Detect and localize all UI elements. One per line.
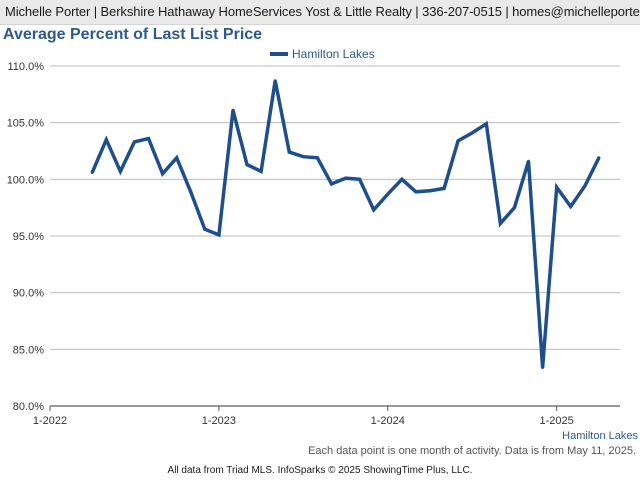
data-point [414, 190, 418, 194]
data-point [555, 185, 559, 189]
data-point [132, 140, 136, 144]
data-point [527, 159, 531, 163]
data-point [147, 137, 151, 141]
data-point [90, 171, 94, 175]
data-point [217, 233, 221, 237]
y-tick-label: 80.0% [13, 401, 44, 413]
data-point [569, 205, 573, 209]
y-tick-label: 110.0% [8, 61, 45, 73]
data-point [118, 169, 122, 173]
data-point [442, 186, 446, 190]
data-note: Each data point is one month of activity… [308, 445, 636, 457]
data-point [329, 182, 333, 186]
data-point [344, 176, 348, 180]
data-point [358, 177, 362, 181]
data-point [428, 189, 432, 193]
header-bar: Michelle Porter | Berkshire Hathaway Hom… [0, 0, 640, 25]
data-point [301, 155, 305, 159]
data-point [484, 122, 488, 126]
data-point [273, 79, 277, 83]
series-line-hamilton-lakes [90, 80, 601, 368]
data-point [400, 177, 404, 181]
data-point [259, 169, 263, 173]
y-tick-label: 100.0% [7, 174, 45, 186]
data-point [372, 208, 376, 212]
legend-label: Hamilton Lakes [292, 47, 375, 61]
agent-contact-text: Michelle Porter | Berkshire Hathaway Hom… [5, 4, 640, 19]
data-point [203, 227, 207, 231]
data-point [456, 139, 460, 143]
x-tick-label: 1-2023 [202, 415, 236, 427]
data-point [189, 190, 193, 194]
x-tick-label: 1-2024 [371, 415, 405, 427]
data-point [231, 108, 235, 112]
y-tick-label: 90.0% [13, 288, 44, 300]
data-point [583, 184, 587, 188]
data-point [512, 206, 516, 210]
data-point [104, 138, 108, 142]
data-point [470, 131, 474, 135]
x-tick-label: 1-2025 [540, 415, 574, 427]
chart-title: Average Percent of Last List Price [3, 26, 263, 43]
y-tick-label: 95.0% [13, 231, 44, 243]
data-point [541, 365, 545, 369]
data-point [498, 222, 502, 226]
data-point [161, 172, 165, 176]
data-point [597, 156, 601, 160]
axis-end-label: Hamilton Lakes [562, 430, 638, 442]
y-tick-label: 85.0% [13, 344, 44, 356]
data-point [315, 156, 319, 160]
data-point [287, 150, 291, 154]
data-point [386, 192, 390, 196]
y-tick-label: 105.0% [7, 118, 45, 130]
x-tick-label: 1-2022 [33, 415, 67, 427]
copyright-note: All data from Triad MLS. InfoSparks © 20… [167, 465, 473, 476]
data-point [175, 156, 179, 160]
data-point [245, 163, 249, 167]
